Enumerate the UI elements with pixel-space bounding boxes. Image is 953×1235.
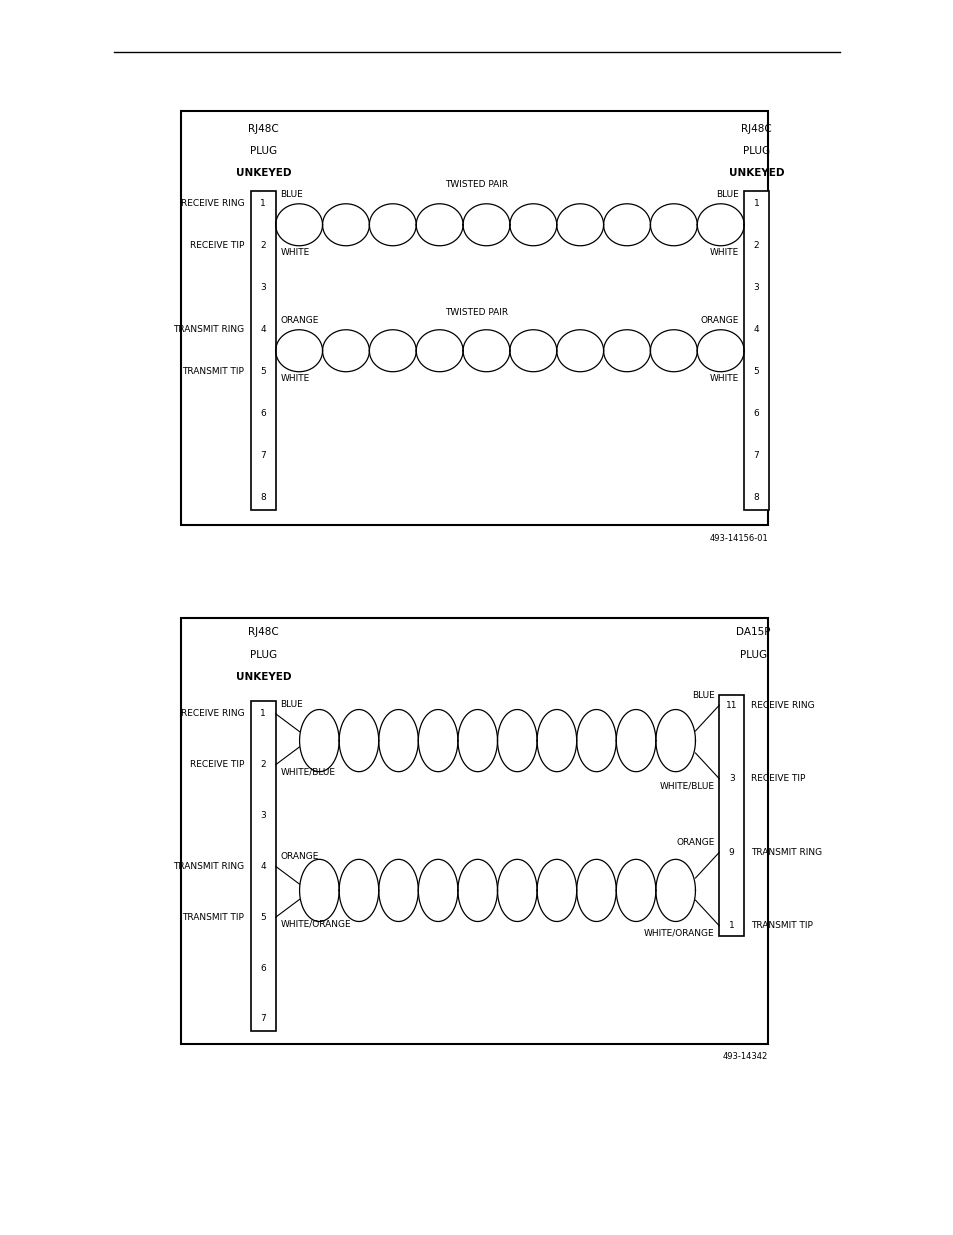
Text: BLUE: BLUE <box>280 190 303 199</box>
Text: 493-14156-01: 493-14156-01 <box>708 534 767 542</box>
Text: TRANSMIT RING: TRANSMIT RING <box>750 847 821 857</box>
Text: PLUG: PLUG <box>742 146 769 156</box>
Text: 8: 8 <box>753 493 759 503</box>
Text: TWISTED PAIR: TWISTED PAIR <box>445 180 508 189</box>
Text: PLUG: PLUG <box>250 650 276 659</box>
Text: WHITE/ORANGE: WHITE/ORANGE <box>643 929 714 937</box>
Text: ORANGE: ORANGE <box>280 852 318 862</box>
Text: WHITE: WHITE <box>280 374 310 383</box>
Text: 4: 4 <box>260 862 266 871</box>
Text: 5: 5 <box>260 367 266 377</box>
Text: RECEIVE TIP: RECEIVE TIP <box>190 761 244 769</box>
Text: 5: 5 <box>753 367 759 377</box>
Text: 2: 2 <box>260 241 266 251</box>
Text: TRANSMIT TIP: TRANSMIT TIP <box>182 913 244 921</box>
Text: RECEIVE TIP: RECEIVE TIP <box>750 774 804 783</box>
Text: WHITE/BLUE: WHITE/BLUE <box>280 767 335 776</box>
Text: RECEIVE RING: RECEIVE RING <box>180 709 244 719</box>
Text: UNKEYED: UNKEYED <box>235 672 291 682</box>
Text: 3: 3 <box>260 811 266 820</box>
Text: 6: 6 <box>260 409 266 419</box>
Text: TRANSMIT TIP: TRANSMIT TIP <box>182 367 244 377</box>
Text: 4: 4 <box>753 325 759 335</box>
Text: 9: 9 <box>728 847 734 857</box>
Text: 2: 2 <box>260 761 266 769</box>
Text: RJ48C: RJ48C <box>740 124 771 133</box>
Text: 3: 3 <box>260 283 266 293</box>
Text: RECEIVE RING: RECEIVE RING <box>180 199 244 209</box>
Text: 11: 11 <box>725 700 737 710</box>
Text: RJ48C: RJ48C <box>248 124 278 133</box>
Text: 7: 7 <box>260 451 266 461</box>
Text: 7: 7 <box>753 451 759 461</box>
Text: PLUG: PLUG <box>250 146 276 156</box>
Text: 6: 6 <box>753 409 759 419</box>
Text: 1: 1 <box>260 199 266 209</box>
Bar <box>181 111 767 525</box>
Text: 8: 8 <box>260 493 266 503</box>
Bar <box>251 701 275 1031</box>
Text: PLUG: PLUG <box>740 650 766 659</box>
Bar <box>719 695 743 936</box>
Text: RJ48C: RJ48C <box>248 627 278 637</box>
Text: 7: 7 <box>260 1014 266 1024</box>
Text: UNKEYED: UNKEYED <box>235 168 291 178</box>
Text: TRANSMIT RING: TRANSMIT RING <box>172 862 244 871</box>
Text: UNKEYED: UNKEYED <box>728 168 783 178</box>
Text: BLUE: BLUE <box>691 692 714 700</box>
Bar <box>743 191 768 510</box>
Text: 1: 1 <box>753 199 759 209</box>
Text: 6: 6 <box>260 963 266 972</box>
Text: WHITE/BLUE: WHITE/BLUE <box>659 782 714 790</box>
Text: BLUE: BLUE <box>716 190 739 199</box>
Text: TWISTED PAIR: TWISTED PAIR <box>445 309 508 317</box>
Text: RECEIVE RING: RECEIVE RING <box>750 700 814 710</box>
Text: BLUE: BLUE <box>280 700 303 709</box>
Text: WHITE: WHITE <box>709 248 739 257</box>
Text: WHITE/ORANGE: WHITE/ORANGE <box>280 920 351 929</box>
Text: ORANGE: ORANGE <box>676 839 714 847</box>
Text: 1: 1 <box>728 921 734 930</box>
Bar <box>251 191 275 510</box>
Text: ORANGE: ORANGE <box>280 316 318 325</box>
Text: WHITE: WHITE <box>280 248 310 257</box>
Text: 2: 2 <box>753 241 759 251</box>
Text: WHITE: WHITE <box>709 374 739 383</box>
Text: RECEIVE TIP: RECEIVE TIP <box>190 241 244 251</box>
Text: 3: 3 <box>753 283 759 293</box>
Text: 3: 3 <box>728 774 734 783</box>
Text: 4: 4 <box>260 325 266 335</box>
Text: 5: 5 <box>260 913 266 921</box>
Text: DA15P: DA15P <box>736 627 770 637</box>
Text: TRANSMIT TIP: TRANSMIT TIP <box>750 921 812 930</box>
Text: 493-14342: 493-14342 <box>722 1052 767 1061</box>
Text: TRANSMIT RING: TRANSMIT RING <box>172 325 244 335</box>
Bar <box>181 618 767 1044</box>
Text: ORANGE: ORANGE <box>700 316 739 325</box>
Text: 1: 1 <box>260 709 266 719</box>
